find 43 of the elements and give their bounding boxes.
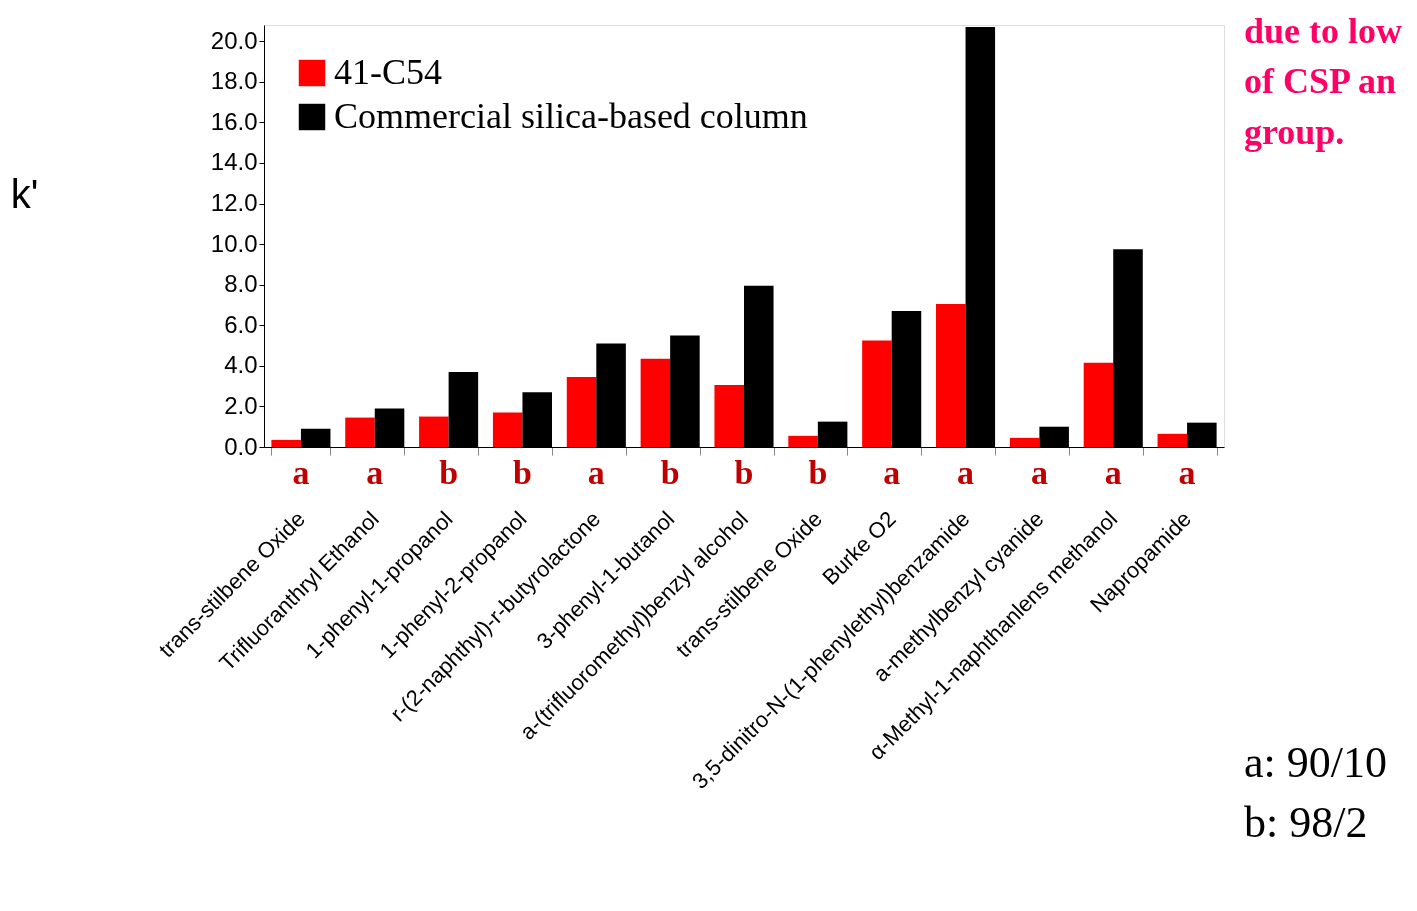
bar: [492, 412, 523, 447]
bar: [640, 358, 671, 447]
y-tick-label: 10.0: [210, 229, 258, 257]
y-tick-label: 18.0: [210, 67, 258, 95]
y-tick-label: 16.0: [210, 107, 258, 135]
bar: [1157, 433, 1188, 447]
legend-label: Commercial silica-based column: [334, 96, 808, 136]
text: b: 98/2: [1244, 798, 1368, 847]
y-tick-label: 20.0: [210, 26, 258, 54]
y-tick-label: 14.0: [210, 148, 258, 176]
y-tick-label: 6.0: [224, 310, 258, 338]
text: a: [1030, 454, 1048, 491]
text: b: [513, 454, 532, 491]
y-tick-label: 2.0: [224, 391, 258, 419]
text: due to low of CSP an group.: [1244, 11, 1403, 152]
bar: [714, 385, 744, 447]
bar: [345, 417, 375, 447]
text: b: [660, 454, 680, 491]
text: b: [439, 454, 459, 491]
bar: [271, 439, 301, 447]
text: a: [292, 454, 310, 491]
text: b: [734, 454, 754, 491]
text: a: [587, 454, 605, 491]
y-tick-label: 0.0: [224, 432, 258, 460]
text: a: 90/10: [1244, 738, 1387, 787]
bar: [862, 340, 892, 447]
text: a: [366, 454, 384, 491]
text: a: [1178, 454, 1196, 491]
text: a: [1104, 454, 1122, 491]
y-tick-label: 12.0: [210, 189, 258, 217]
y-axis-title: k': [10, 171, 39, 216]
y-tick-label: 8.0: [224, 270, 258, 298]
bar: [1083, 362, 1114, 447]
bar: [936, 303, 966, 447]
bar: [1009, 437, 1040, 447]
bar: [419, 416, 449, 447]
bar: [788, 435, 818, 447]
y-tick-label: 4.0: [224, 351, 258, 379]
text: b: [808, 454, 828, 491]
text: a: [883, 454, 901, 491]
legend-label: 41-C54: [334, 52, 442, 92]
bar: [566, 377, 597, 447]
text: a: [957, 454, 975, 491]
